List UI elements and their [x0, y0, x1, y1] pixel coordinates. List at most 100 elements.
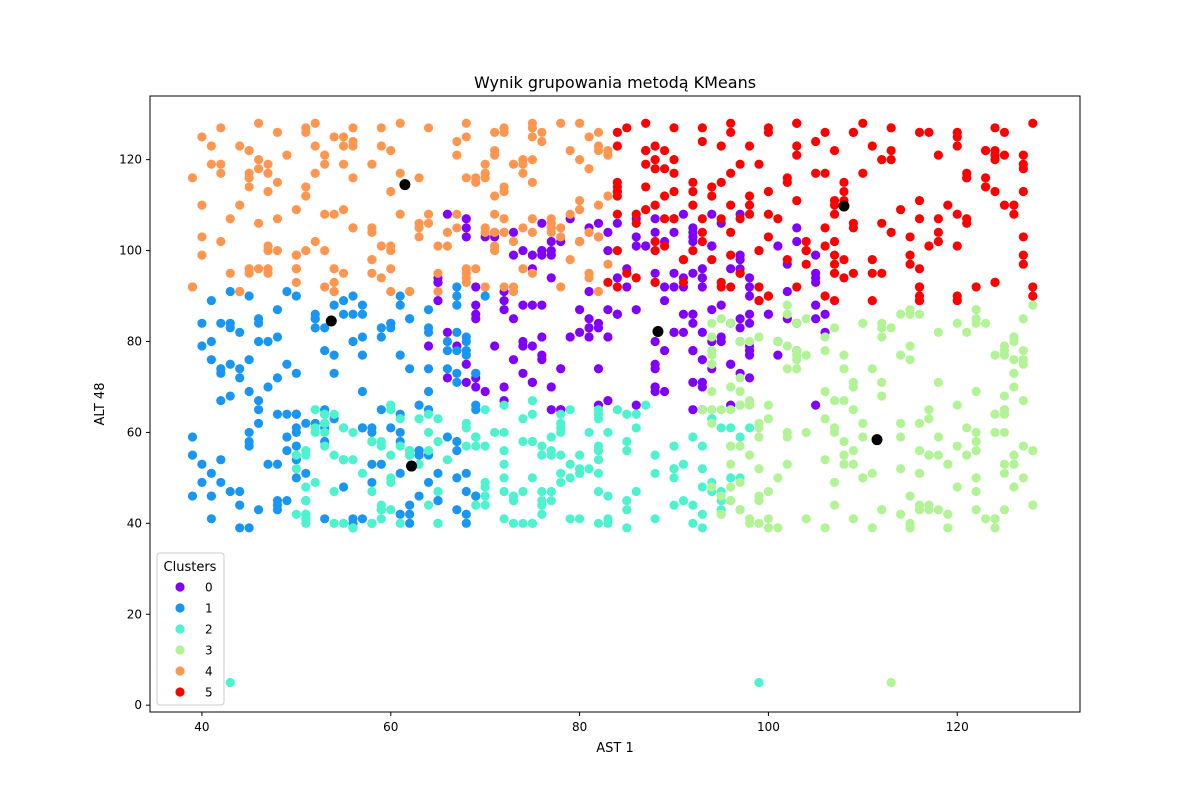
- cluster-1-point: [461, 509, 471, 519]
- cluster-0-point: [631, 232, 641, 242]
- cluster-0-point: [508, 227, 519, 237]
- cluster-1-point: [405, 500, 415, 510]
- cluster-1-point: [405, 518, 415, 528]
- cluster-0-point: [688, 318, 698, 328]
- cluster-5-point: [763, 291, 774, 301]
- cluster-3-point: [971, 473, 981, 483]
- cluster-3-point: [943, 509, 953, 519]
- cluster-5-point: [839, 273, 849, 283]
- cluster-4-point: [263, 241, 273, 251]
- cluster-3-point: [754, 518, 764, 528]
- cluster-2-point: [669, 441, 679, 451]
- cluster-4-point: [433, 286, 443, 297]
- cluster-4-point: [263, 186, 273, 197]
- cluster-3-point: [1009, 355, 1019, 365]
- cluster-2-point: [678, 496, 689, 506]
- cluster-5-point: [744, 191, 755, 201]
- cluster-5-point: [659, 191, 670, 201]
- cluster-5-point: [980, 145, 991, 156]
- cluster-0-point: [678, 209, 689, 219]
- cluster-1-point: [348, 309, 358, 319]
- cluster-2-point: [480, 405, 490, 415]
- cluster-0-point: [442, 373, 453, 383]
- cluster-0-point: [697, 377, 707, 388]
- cluster-1-point: [423, 477, 434, 488]
- legend-marker-4: [175, 666, 185, 676]
- cluster-1-point: [320, 345, 330, 356]
- cluster-2-point: [537, 500, 547, 510]
- legend: Clusters 0 1 2 3 4 5: [156, 552, 225, 706]
- cluster-4-point: [433, 241, 443, 251]
- cluster-1-point: [395, 300, 405, 310]
- cluster-4-point: [499, 127, 509, 137]
- cluster-1-point: [320, 514, 330, 524]
- cluster-3-point: [877, 323, 887, 333]
- cluster-4-point: [461, 277, 471, 287]
- cluster-1-point: [461, 518, 471, 528]
- cluster-1-point: [187, 450, 198, 460]
- cluster-2-point: [499, 473, 509, 483]
- cluster-0-point: [744, 350, 755, 360]
- cluster-2-point: [641, 400, 651, 410]
- cluster-4-point: [593, 286, 604, 297]
- cluster-5-point: [707, 182, 717, 192]
- cluster-4-point: [291, 264, 301, 274]
- cluster-2-point: [490, 427, 500, 438]
- cluster-0-point: [584, 314, 594, 324]
- cluster-1-point: [471, 491, 481, 501]
- cluster-4-point: [367, 227, 377, 237]
- cluster-3-point: [754, 332, 764, 342]
- cluster-4-point: [206, 141, 216, 151]
- data-points: [187, 118, 1038, 688]
- cluster-2-point: [442, 455, 453, 465]
- cluster-4-point: [338, 268, 349, 278]
- cluster-4-point: [499, 227, 509, 237]
- cluster-4-point: [603, 191, 613, 201]
- cluster-4-point: [301, 127, 311, 137]
- cluster-0-point: [490, 341, 500, 351]
- cluster-4-point: [584, 132, 594, 142]
- cluster-2-point: [697, 523, 707, 533]
- cluster-3-point: [792, 364, 802, 374]
- cluster-0-point: [697, 273, 707, 283]
- cluster-4-point: [537, 136, 547, 147]
- cluster-2-point: [329, 450, 339, 460]
- cluster-0-point: [537, 355, 547, 365]
- cluster-1-point: [452, 473, 462, 483]
- cluster-5-point: [1018, 232, 1028, 242]
- cluster-3-point: [971, 436, 981, 447]
- cluster-2-point: [593, 405, 604, 415]
- cluster-2-point: [348, 523, 358, 533]
- cluster-5-point: [641, 182, 651, 192]
- cluster-5-point: [858, 168, 868, 178]
- cluster-5-point: [914, 214, 925, 224]
- centroid-point: [652, 325, 664, 337]
- cluster-3-point: [905, 355, 915, 365]
- cluster-5-point: [650, 164, 660, 174]
- cluster-4-point: [216, 123, 226, 133]
- cluster-0-point: [593, 218, 604, 228]
- cluster-3-point: [763, 486, 774, 497]
- cluster-0-point: [622, 282, 632, 292]
- cluster-5-point: [659, 214, 670, 224]
- cluster-2-point: [593, 486, 604, 497]
- cluster-1-point: [216, 368, 226, 378]
- cluster-3-point: [744, 450, 755, 460]
- cluster-5-point: [820, 168, 830, 178]
- cluster-3-point: [990, 409, 1000, 419]
- cluster-5-point: [641, 145, 651, 156]
- cluster-4-point: [301, 191, 311, 201]
- cluster-1-point: [282, 496, 292, 506]
- cluster-0-point: [650, 382, 660, 392]
- cluster-3-point: [726, 405, 736, 415]
- cluster-3-point: [971, 386, 981, 397]
- cluster-1-point: [348, 291, 358, 301]
- cluster-2-point: [423, 409, 434, 419]
- cluster-4-point: [338, 205, 349, 215]
- cluster-4-point: [518, 223, 528, 233]
- cluster-3-point: [858, 432, 868, 442]
- cluster-2-point: [386, 405, 396, 415]
- cluster-2-point: [320, 418, 330, 428]
- cluster-5-point: [886, 123, 896, 133]
- cluster-4-point: [565, 145, 575, 156]
